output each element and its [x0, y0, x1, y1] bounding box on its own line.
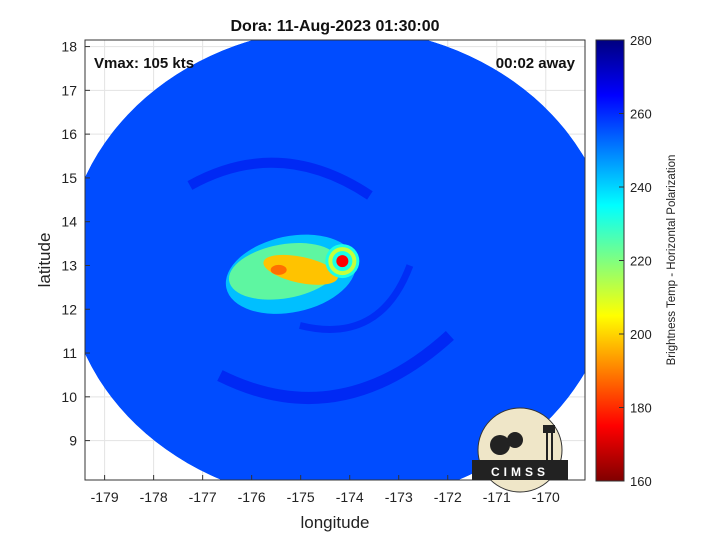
x-tick-label: -176: [238, 489, 266, 505]
y-tick-label: 14: [61, 214, 77, 230]
rainband-core: [263, 254, 338, 285]
plot-frame: [84, 39, 586, 481]
x-tick-label: -170: [532, 489, 560, 505]
y-ticks: 9 10 11 12 13 14 15 16 17 18: [61, 39, 90, 449]
y-tick-label: 18: [61, 39, 77, 55]
vmax-annotation: Vmax: 105 kts: [94, 55, 194, 72]
x-tick-label: -177: [189, 489, 217, 505]
eye: [336, 255, 349, 268]
x-tick-label: -172: [434, 489, 462, 505]
rainband-hotspot: [270, 264, 287, 275]
x-tick-label: -178: [140, 489, 168, 505]
colorbar-label: Brightness Temp - Horizontal Polarizatio…: [666, 155, 678, 366]
colorbar-tick-label: 280: [630, 33, 652, 48]
x-tick-label: -179: [91, 489, 119, 505]
y-tick-label: 11: [62, 345, 77, 361]
colorbar-ticks: 160 180 200 220 240 260 280: [619, 33, 652, 489]
x-tick-label: -175: [287, 489, 315, 505]
x-axis-label: longitude: [300, 513, 369, 532]
y-tick-label: 13: [61, 257, 77, 273]
y-tick-label: 9: [69, 433, 77, 449]
swath-image: [85, 40, 585, 480]
y-axis-label: latitude: [35, 233, 54, 288]
colorbar-tick-label: 200: [630, 327, 652, 342]
chart-title: Dora: 11-Aug-2023 01:30:00: [231, 18, 440, 35]
time-away-annotation: 00:02 away: [496, 55, 576, 72]
eyewall-ring: [328, 247, 357, 276]
x-tick-label: -174: [336, 489, 364, 505]
colorbar-tick-label: 240: [630, 180, 652, 195]
colorbar-tick-label: 160: [630, 474, 652, 489]
cold-band: [217, 331, 454, 404]
storm-bands: [187, 157, 454, 404]
cimss-logo-text: CIMSS: [491, 465, 549, 479]
cold-band: [187, 157, 373, 200]
y-tick-label: 16: [61, 126, 77, 142]
x-ticks: -179 -178 -177 -176 -175 -174 -173 -172 -171 -170: [91, 475, 560, 505]
x-tick-label: -171: [483, 489, 511, 505]
y-tick-label: 17: [61, 82, 77, 98]
colorbar-tick-label: 220: [630, 254, 652, 269]
colorbar-tick-label: 260: [630, 107, 652, 122]
colorbar-tick-label: 180: [630, 401, 652, 416]
cold-band: [299, 264, 414, 333]
y-tick-label: 15: [61, 170, 77, 186]
y-tick-label: 10: [61, 389, 77, 405]
x-tick-label: -173: [385, 489, 413, 505]
cimss-logo: CIMSS: [472, 407, 568, 493]
y-tick-label: 12: [61, 301, 77, 317]
